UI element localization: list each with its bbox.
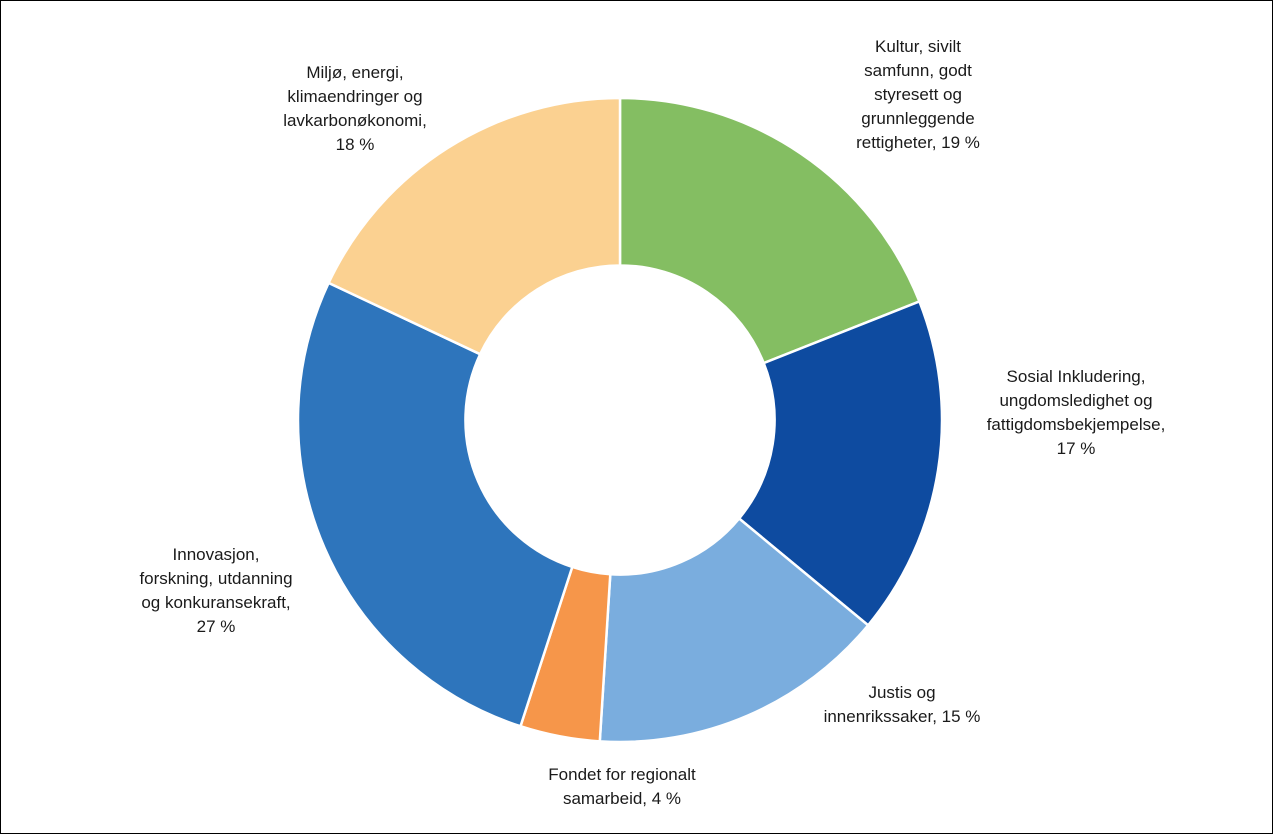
donut-slice-5 [326, 96, 622, 356]
slice-label-5-line-2: lavkarbonøkonomi, [283, 111, 427, 130]
slice-label-4-line-2: og konkuransekraft, [141, 593, 290, 612]
slice-label-0: Kultur, sivilt samfunn, godt styresett og g… [856, 37, 980, 152]
slice-label-0-line-4: rettigheter, 19 % [856, 133, 980, 152]
slice-label-1-line-1: ungdomsledighet og [999, 391, 1152, 410]
slice-label-1-line-3: 17 % [1057, 439, 1096, 458]
slice-label-4-line-0: Innovasjon, [173, 545, 260, 564]
donut-slices [296, 96, 944, 744]
donut-slice-0 [618, 96, 922, 365]
donut-slice-4 [296, 281, 574, 728]
slice-label-0-line-0: Kultur, sivilt [875, 37, 961, 56]
slice-label-1-line-2: fattigdomsbekjempelse, [987, 415, 1166, 434]
slice-label-0-line-2: styresett og [874, 85, 962, 104]
slice-label-3-line-1: samarbeid, 4 % [563, 789, 681, 808]
slice-label-4-line-3: 27 % [197, 617, 236, 636]
slice-label-3: Fondet for regionalt samarbeid, 4 % [548, 765, 696, 808]
slice-label-5-line-1: klimaendringer og [287, 87, 422, 106]
slice-label-4: Innovasjon, forskning, utdanning og konkur… [139, 545, 292, 636]
slice-label-3-line-0: Fondet for regionalt [548, 765, 696, 784]
slice-label-2: Justis og innenrikssaker, 15 % [824, 683, 981, 726]
donut-slice-2 [598, 516, 870, 744]
slice-label-1: Sosial Inkludering, ungdomsledighet og fat… [987, 367, 1166, 458]
slice-label-0-line-3: grunnleggende [861, 109, 974, 128]
slice-label-2-line-1: innenrikssaker, 15 % [824, 707, 981, 726]
slice-label-1-line-0: Sosial Inkludering, [1007, 367, 1146, 386]
donut-labels: Kultur, sivilt samfunn, godt styresett og g… [139, 37, 1165, 808]
slice-label-5: Miljø, energi, klimaendringer og lavkarbon… [283, 63, 427, 154]
slice-label-5-line-0: Miljø, energi, [306, 63, 403, 82]
donut-slice-1 [737, 299, 944, 628]
slice-label-4-line-1: forskning, utdanning [139, 569, 292, 588]
slice-label-2-line-0: Justis og [868, 683, 935, 702]
slice-label-5-line-3: 18 % [336, 135, 375, 154]
slice-label-0-line-1: samfunn, godt [864, 61, 972, 80]
